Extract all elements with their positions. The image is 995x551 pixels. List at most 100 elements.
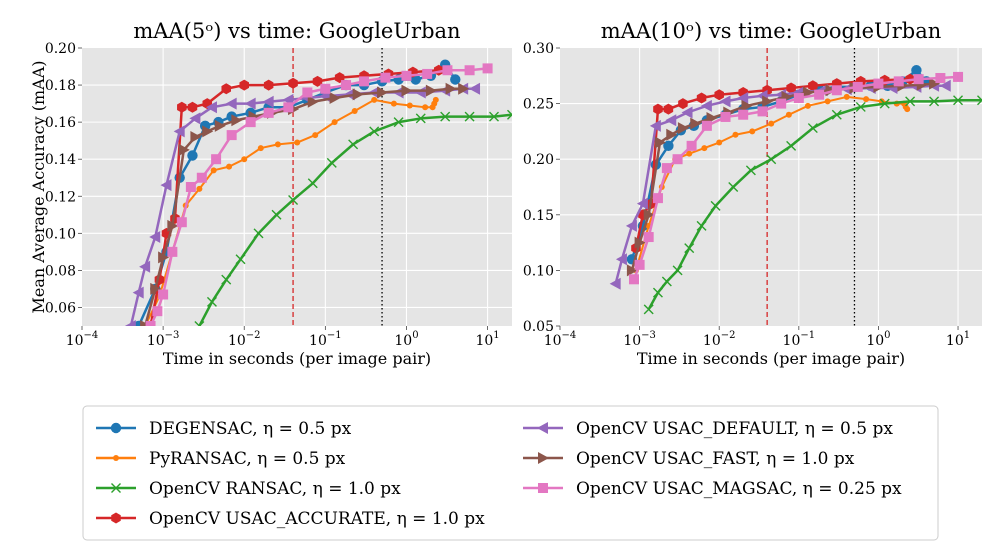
data-point-usac_magsac [380, 72, 391, 83]
data-point-usac_default [615, 253, 627, 266]
data-point-usac_fast [690, 117, 702, 130]
data-point-usac_magsac [913, 74, 924, 85]
data-point-usac_default [173, 125, 185, 138]
data-point-opencv_ransac [710, 200, 721, 211]
x-tick-exponent: 1 [964, 330, 970, 341]
y-tick-label: 0.30 [523, 41, 554, 57]
legend-label: OpenCV RANSAC, η = 1.0 px [149, 479, 401, 499]
data-point-opencv_ransac [369, 126, 380, 137]
data-point-opencv_ransac [786, 140, 797, 151]
data-point-opencv_ransac [661, 276, 672, 287]
y-tick-label: 0.15 [523, 208, 554, 224]
y-tick-label: 0.10 [45, 226, 76, 242]
data-point-opencv_ransac [652, 287, 663, 298]
data-point-usac_default [160, 179, 172, 192]
data-point-pyransac [716, 139, 723, 146]
data-point-usac_magsac [831, 85, 842, 96]
data-point-usac_default [719, 95, 731, 108]
y-axis-label: Mean Average Accuracy (mAA) [29, 61, 48, 314]
x-tick-exponent: −3 [641, 330, 656, 341]
data-point-usac_magsac [776, 98, 787, 109]
data-point-opencv_ransac [855, 101, 866, 112]
data-point-usac_accurate [239, 79, 249, 91]
data-point-usac_magsac [359, 76, 370, 87]
data-point-usac_fast [425, 84, 437, 97]
data-point-pyransac [768, 120, 775, 127]
data-point-usac_fast [352, 88, 364, 101]
legend-item-usac_accurate: OpenCV USAC_ACCURATE, η = 1.0 px [96, 509, 485, 529]
data-point-usac_magsac [401, 70, 412, 81]
x-tick-base: 10 [623, 333, 641, 349]
x-tick-base: 10 [309, 333, 327, 349]
data-point-pyransac [294, 139, 301, 146]
data-point-opencv_ransac [929, 96, 940, 107]
plot-background [82, 48, 512, 326]
data-point-usac_fast [929, 77, 941, 90]
x-tick-label: 101 [475, 330, 499, 349]
legend-box [82, 405, 939, 541]
data-point-pyransac [196, 185, 203, 192]
data-point-pyransac [274, 141, 281, 148]
data-point-usac_default [225, 97, 237, 110]
data-point-usac_magsac [852, 81, 863, 92]
data-point-opencv_ransac [977, 95, 982, 106]
data-point-usac_magsac [793, 93, 804, 104]
data-point-usac_default [649, 119, 661, 132]
y-tick-label: 0.05 [523, 319, 554, 335]
data-point-opencv_ransac [905, 96, 916, 107]
data-point-usac_magsac [738, 109, 749, 120]
data-point-pyransac [331, 119, 338, 126]
legend-item-degensac: DEGENSAC, η = 0.5 px [96, 419, 352, 439]
x-tick-exponent: −2 [721, 330, 736, 341]
data-point-opencv_ransac [271, 209, 282, 220]
data-point-opencv_ransac [393, 117, 404, 128]
y-tick-label: 0.20 [523, 152, 554, 168]
data-point-usac_magsac [628, 274, 639, 285]
y-tick-label: 0.14 [45, 152, 76, 168]
data-point-usac_fast [741, 99, 753, 112]
data-point-opencv_ransac [464, 111, 475, 122]
data-point-usac_magsac [720, 111, 731, 122]
data-point-opencv_ransac [235, 254, 246, 265]
data-point-usac_accurate [263, 79, 274, 91]
data-point-usac_fast [214, 119, 226, 132]
data-point-usac_magsac [263, 107, 274, 118]
x-tick-base: 10 [66, 333, 84, 349]
data-point-usac_magsac [196, 172, 207, 183]
data-point-pyransac [351, 108, 358, 115]
data-point-usac_fast [643, 208, 655, 221]
data-point-usac_default [205, 101, 217, 114]
data-point-usac_fast [654, 136, 666, 149]
x-tick-exponent: −1 [800, 330, 815, 341]
data-point-usac_magsac [814, 89, 825, 100]
data-point-usac_magsac [152, 306, 163, 317]
legend-swatch-marker [113, 455, 119, 461]
data-point-opencv_ransac [206, 296, 217, 307]
data-point-usac_default [939, 79, 951, 92]
x-tick-exponent: 1 [493, 330, 499, 341]
data-point-pyransac [257, 145, 264, 152]
data-point-usac_default [665, 114, 677, 127]
data-point-usac_default [244, 97, 256, 110]
data-point-pyransac [371, 96, 378, 103]
data-point-opencv_ransac [507, 109, 512, 120]
data-point-opencv_ransac [745, 165, 756, 176]
data-point-usac_default [609, 277, 621, 290]
x-axis-label: Time in seconds (per image pair) [163, 349, 431, 368]
data-point-usac_default [132, 286, 144, 299]
legend-swatch-marker [111, 483, 121, 493]
data-point-usac_accurate [808, 80, 818, 92]
data-point-usac_magsac [482, 63, 493, 74]
data-point-usac_fast [458, 82, 470, 95]
data-point-opencv_ransac [643, 304, 654, 315]
data-point-opencv_ransac [253, 228, 264, 239]
data-point-usac_default [189, 112, 201, 125]
data-point-opencv_ransac [766, 154, 777, 165]
chart-title: mAA(5ᵒ) vs time: GoogleUrban [133, 19, 460, 43]
data-point-opencv_ransac [684, 243, 695, 254]
data-point-pyransac [843, 93, 850, 100]
data-point-usac_accurate [786, 82, 796, 94]
data-point-usac_accurate [714, 89, 724, 101]
data-point-usac_fast [150, 282, 162, 295]
